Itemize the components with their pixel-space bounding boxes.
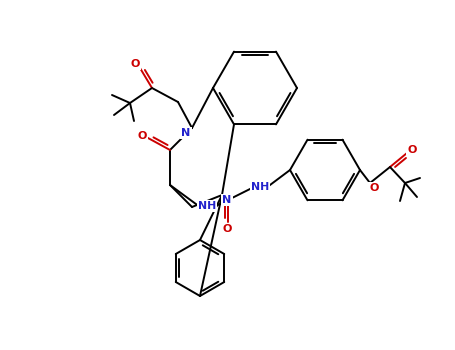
Text: NH: NH xyxy=(198,201,216,211)
Text: O: O xyxy=(130,59,140,69)
Text: O: O xyxy=(137,131,147,141)
Text: NH: NH xyxy=(251,182,269,192)
Text: O: O xyxy=(222,224,232,234)
Text: N: N xyxy=(222,195,232,205)
Text: N: N xyxy=(182,128,191,138)
Text: O: O xyxy=(407,145,417,155)
Text: O: O xyxy=(369,183,379,193)
